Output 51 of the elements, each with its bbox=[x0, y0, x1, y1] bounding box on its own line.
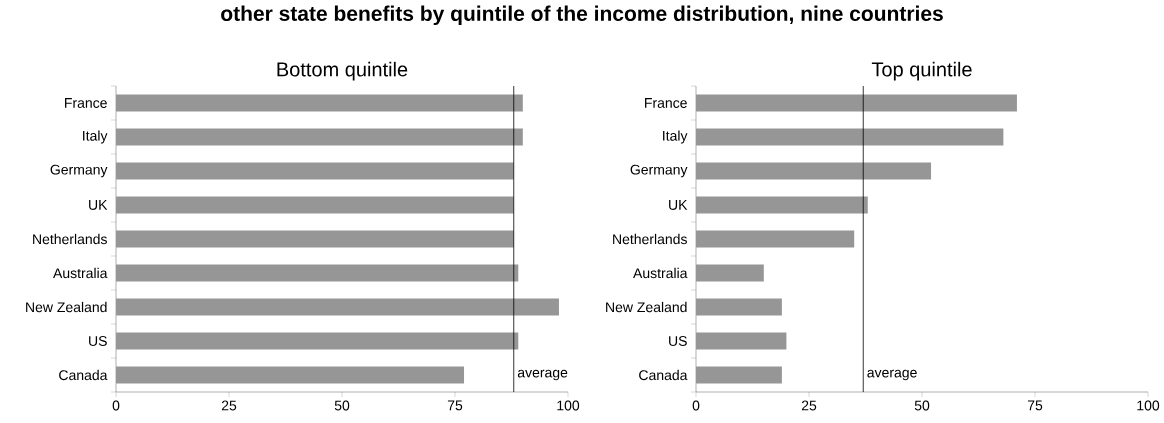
y-tick-label: Canada bbox=[59, 369, 108, 381]
ref-line-label: average bbox=[517, 369, 568, 381]
x-tick-label: 50 bbox=[334, 400, 350, 411]
x-tick-label: 0 bbox=[692, 400, 700, 411]
bar bbox=[696, 298, 782, 316]
y-tick-label: Australia bbox=[53, 267, 108, 279]
x-tick-label: 0 bbox=[112, 400, 120, 411]
bar bbox=[696, 196, 868, 214]
bar bbox=[696, 332, 787, 350]
y-tick-label: France bbox=[65, 98, 107, 108]
x-tick-label: 25 bbox=[221, 400, 237, 411]
x-tick-label: 100 bbox=[1137, 400, 1160, 411]
bar bbox=[116, 332, 519, 350]
bar bbox=[116, 366, 465, 384]
bar bbox=[116, 298, 559, 316]
bar bbox=[696, 264, 764, 282]
y-tick-label: Netherlands bbox=[33, 233, 107, 245]
bar bbox=[116, 128, 523, 146]
y-tick-label: Italy bbox=[83, 130, 108, 144]
bar bbox=[696, 366, 782, 384]
y-tick-label: Italy bbox=[663, 130, 688, 144]
y-tick-label: Netherlands bbox=[613, 233, 687, 245]
bar bbox=[116, 162, 514, 180]
ref-line-label: average bbox=[867, 369, 917, 381]
bar bbox=[116, 196, 514, 214]
x-tick-label: 50 bbox=[914, 400, 930, 411]
y-tick-label: US bbox=[669, 336, 687, 346]
bar bbox=[696, 94, 1017, 112]
y-tick-label: France bbox=[645, 98, 687, 108]
y-tick-label: Germany bbox=[50, 164, 108, 178]
chart-title: Top quintile bbox=[871, 61, 972, 81]
y-tick-label: Australia bbox=[633, 267, 688, 279]
text: other state benefits by quintile of the income distribution, nine countries bbox=[221, 5, 943, 26]
y-tick-label: New Zealand bbox=[606, 301, 687, 313]
y-tick-label: UK bbox=[89, 200, 108, 210]
x-tick-label: 75 bbox=[447, 400, 463, 411]
y-tick-label: UK bbox=[669, 200, 688, 210]
bar bbox=[116, 94, 523, 112]
x-tick-label: 25 bbox=[801, 400, 817, 411]
chart-title: Bottom quintile bbox=[277, 61, 408, 81]
y-tick-label: Germany bbox=[630, 164, 688, 178]
bar bbox=[696, 230, 855, 248]
y-tick-label: US bbox=[89, 336, 107, 346]
y-tick-label: Canada bbox=[639, 369, 688, 381]
y-tick-label: New Zealand bbox=[26, 301, 107, 313]
bar bbox=[116, 230, 514, 248]
x-tick-label: 100 bbox=[557, 400, 580, 411]
bar bbox=[696, 128, 1004, 146]
bar bbox=[116, 264, 519, 282]
x-tick-label: 75 bbox=[1027, 400, 1043, 411]
bar bbox=[696, 162, 932, 180]
